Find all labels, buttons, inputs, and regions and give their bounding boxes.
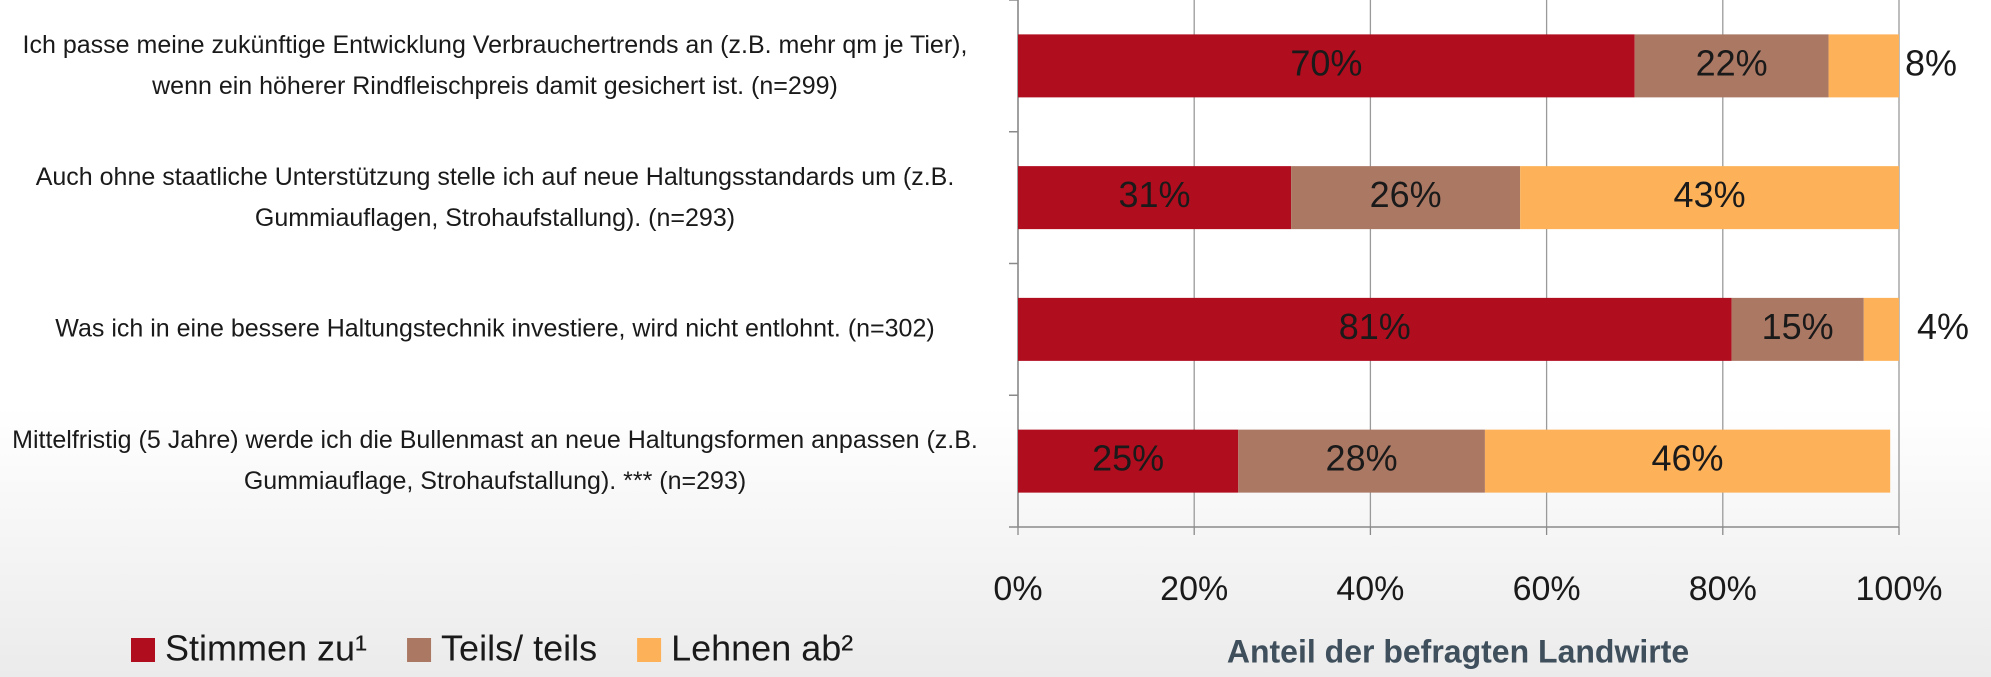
data-label: 8%	[1905, 42, 1957, 83]
x-tick-label: 20%	[1160, 570, 1228, 608]
bar-segment	[1018, 297, 1732, 361]
data-label: 26%	[1370, 174, 1442, 215]
x-tick-label: 80%	[1689, 570, 1757, 608]
data-label: 15%	[1762, 306, 1834, 347]
x-tick-label: 0%	[993, 570, 1042, 608]
x-tick-label: 40%	[1336, 570, 1404, 608]
bar-segment	[1634, 34, 1829, 98]
legend-label: Stimmen zu¹	[165, 628, 367, 669]
bar-segment	[1520, 166, 1899, 230]
data-label: 4%	[1917, 306, 1969, 347]
category-label: Was ich in eine bessere Haltungstechnik …	[55, 314, 935, 343]
bar-segment	[1863, 297, 1899, 361]
x-axis-title: Anteil der befragten Landwirte	[1227, 633, 1689, 669]
x-tick-label: 60%	[1513, 570, 1581, 608]
bar-segment	[1018, 429, 1239, 493]
data-label: 46%	[1652, 438, 1724, 479]
data-label: 25%	[1092, 438, 1164, 479]
legend-swatch	[407, 638, 432, 662]
data-label: 28%	[1326, 438, 1398, 479]
data-label: 22%	[1696, 42, 1768, 83]
data-label: 43%	[1674, 174, 1746, 215]
category-label: Auch ohne staatliche Unterstützung stell…	[35, 162, 955, 232]
bar-segment	[1018, 166, 1292, 230]
legend-swatch	[131, 638, 155, 662]
legend-label: Lehnen ab²	[671, 628, 853, 669]
bar-segment	[1484, 429, 1891, 493]
category-label: Ich passe meine zukünftige Entwicklung V…	[22, 30, 968, 100]
legend-label: Teils/ teils	[441, 628, 597, 669]
category-label: Mittelfristig (5 Jahre) werde ich die Bu…	[12, 426, 978, 496]
data-label: 70%	[1290, 42, 1362, 83]
data-label: 31%	[1119, 174, 1191, 215]
bar-segment	[1731, 297, 1864, 361]
bar-segment	[1018, 34, 1635, 98]
legend-swatch	[637, 638, 662, 662]
bar-segment	[1291, 166, 1521, 230]
bar-segment	[1828, 34, 1899, 98]
x-tick-label: 100%	[1856, 570, 1943, 608]
bar-segment	[1238, 429, 1485, 493]
data-label: 81%	[1339, 306, 1411, 347]
